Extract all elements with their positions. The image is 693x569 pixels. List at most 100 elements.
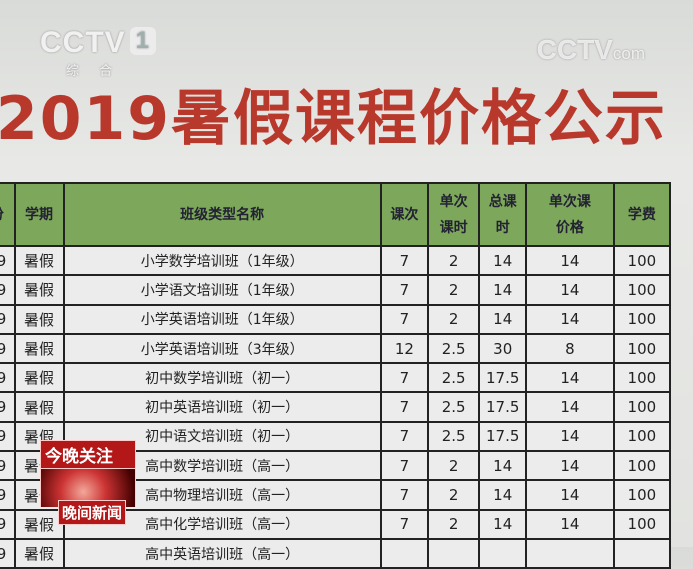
table-cell: 19 [0, 420, 16, 453]
table-cell: 暑假 [13, 362, 65, 394]
table-cell [478, 537, 528, 569]
table-cell: 7 [379, 508, 430, 540]
table-cell [525, 537, 615, 569]
column-header: 份 [0, 182, 16, 247]
table-cell: 100 [612, 450, 672, 482]
table-cell: 暑假 [13, 274, 65, 306]
table-cell: 小学英语培训班（3年级） [62, 332, 382, 365]
table-cell: 小学数学培训班（1年级） [62, 244, 382, 277]
table-cell: 7 [379, 303, 430, 335]
table-cell: 2.5 [426, 332, 481, 365]
column-header-label: 课次 [390, 206, 419, 223]
table-cell: 14 [478, 274, 528, 306]
table-cell: 7 [379, 244, 430, 277]
table-cell: 19 [0, 537, 16, 569]
table-cell: 14 [525, 362, 615, 394]
table-cell: 2 [426, 450, 481, 482]
table-cell: 17.5 [478, 391, 528, 423]
table-cell: 2 [426, 508, 481, 540]
news-badge: 今晚关注 晚间新闻 [40, 440, 136, 525]
table-cell: 14 [478, 508, 528, 540]
table-cell: 7 [379, 362, 430, 394]
column-header-label: 单次课时 [439, 193, 468, 236]
table-row: 19暑假高中英语培训班（高一） [0, 537, 672, 569]
table-cell: 暑假 [13, 508, 65, 540]
table-cell: 17.5 [478, 420, 528, 453]
table-cell: 19 [0, 450, 16, 482]
table-cell: 19 [0, 274, 16, 306]
table-cell: 100 [612, 391, 672, 423]
column-header-label: 班级类型名称 [180, 206, 265, 223]
table-cell: 小学语文培训班（1年级） [62, 274, 382, 306]
column-header-label: 份 [0, 202, 4, 228]
table-cell: 14 [478, 450, 528, 482]
table-cell: 100 [612, 274, 672, 306]
channel-number: 1 [129, 27, 157, 55]
column-header: 单次课时 [426, 182, 481, 247]
price-table: 份学期班级类型名称课次单次课时总课时单次课价格学费 19暑假小学数学培训班（1年… [0, 182, 672, 569]
table-cell: 14 [478, 244, 528, 277]
table-cell: 100 [612, 420, 672, 453]
table-cell: 14 [525, 508, 615, 540]
table-cell: 暑假 [13, 391, 65, 423]
table-cell: 19 [0, 362, 16, 394]
channel-logo-text: CCTV [40, 26, 126, 59]
table-cell: 暑假 [13, 244, 65, 277]
table-cell: 100 [612, 332, 672, 365]
column-header: 课次 [379, 182, 430, 247]
watermark-text: CCTV [536, 34, 613, 65]
column-header: 学费 [612, 182, 672, 247]
column-header: 总课时 [478, 182, 528, 247]
table-cell: 100 [612, 362, 672, 394]
table-cell: 7 [379, 479, 430, 511]
table-cell: 14 [525, 391, 615, 423]
table-cell [426, 537, 481, 569]
watermark-suffix: com [612, 44, 645, 63]
badge-bottom-label: 晚间新闻 [58, 500, 127, 525]
table-cell: 7 [379, 420, 430, 453]
table-cell: 100 [612, 244, 672, 277]
table-cell: 高中英语培训班（高一） [62, 537, 382, 569]
table-cell: 初中英语培训班（初一） [62, 391, 382, 423]
table-cell: 14 [478, 303, 528, 335]
table-cell: 2 [426, 303, 481, 335]
table-cell: 8 [525, 332, 615, 365]
column-header-label: 总课时 [488, 193, 517, 236]
table-cell: 暑假 [13, 303, 65, 335]
table-cell: 14 [525, 274, 615, 306]
table-cell: 19 [0, 479, 16, 511]
column-header-label: 学期 [25, 206, 54, 223]
watermark: CCTVcom [537, 34, 645, 66]
table-cell [612, 537, 672, 569]
table-cell: 100 [612, 303, 672, 335]
table-cell: 19 [0, 332, 16, 365]
table-cell: 30 [478, 332, 528, 365]
table-cell: 17.5 [478, 362, 528, 394]
table-cell: 7 [379, 274, 430, 306]
table-cell: 2.5 [426, 420, 481, 453]
table-cell: 100 [612, 479, 672, 511]
table-cell: 19 [0, 508, 16, 540]
table-cell: 100 [612, 508, 672, 540]
table-cell: 小学英语培训班（1年级） [62, 303, 382, 335]
table-cell: 7 [379, 391, 430, 423]
table-cell: 7 [379, 450, 430, 482]
table-cell: 19 [0, 244, 16, 277]
table-cell: 2 [426, 244, 481, 277]
table-cell: 19 [0, 391, 16, 423]
badge-top-label: 今晚关注 [40, 440, 136, 469]
table-cell [379, 537, 430, 569]
table-cell: 初中数学培训班（初一） [62, 362, 382, 394]
table-cell: 暑假 [13, 332, 65, 365]
table-cell: 14 [525, 420, 615, 453]
table-cell: 14 [525, 479, 615, 511]
table-cell: 2 [426, 479, 481, 511]
channel-logo: CCTV 1 [40, 26, 157, 60]
table-cell: 2 [426, 274, 481, 306]
column-header: 班级类型名称 [62, 182, 382, 247]
